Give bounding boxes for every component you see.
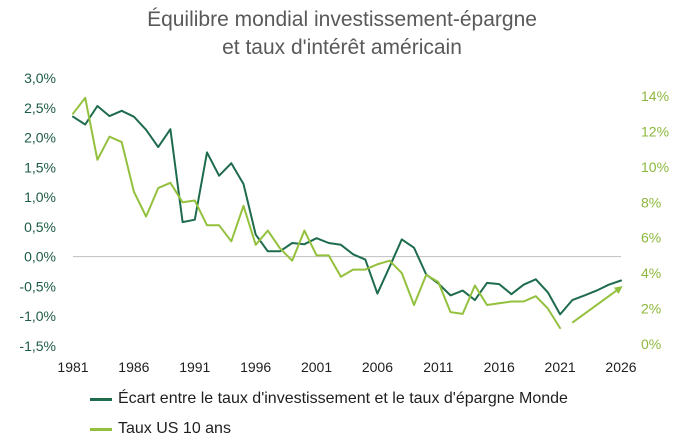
series-layer xyxy=(72,96,623,330)
left-tick-label: 2,0% xyxy=(24,130,56,146)
x-tick-label: 1996 xyxy=(240,359,271,375)
left-tick-label: -1,0% xyxy=(19,308,56,324)
x-tick-label: 2011 xyxy=(423,359,453,375)
left-tick-label: 1,0% xyxy=(24,189,56,205)
x-axis-ticks: 1981 1986 1991 1996 2001 2006 2011 2016 2021 2026 xyxy=(57,359,636,375)
x-tick-label: 2001 xyxy=(301,359,332,375)
x-tick-label: 1991 xyxy=(179,359,210,375)
chart-title: Équilibre mondial investissement-épargne… xyxy=(0,6,684,62)
right-axis-ticks: 14% 12% 10% 8% 6% 4% 2% 0% xyxy=(641,88,669,352)
left-tick-label: 0,0% xyxy=(24,249,56,265)
left-tick-label: 0,5% xyxy=(24,219,56,235)
right-tick-label: 8% xyxy=(641,194,661,210)
x-tick-label: 1981 xyxy=(57,359,88,375)
left-tick-label: 3,0% xyxy=(24,70,56,86)
chart-title-line-2: et taux d'intérêt américain xyxy=(222,36,462,59)
right-tick-label: 2% xyxy=(641,301,661,317)
projection-arrow xyxy=(571,286,623,324)
legend-swatch-gap xyxy=(90,397,112,401)
left-tick-label: -0,5% xyxy=(19,278,56,294)
left-axis-ticks: 3,0% 2,5% 2,0% 1,5% 1,0% 0,5% 0,0% -0,5% -1,0% -1… xyxy=(19,70,56,354)
right-tick-label: 4% xyxy=(641,265,661,281)
right-tick-label: 14% xyxy=(641,88,669,104)
left-tick-label: 2,5% xyxy=(24,100,56,116)
legend-swatch-us10y xyxy=(90,427,112,431)
series-line-gap xyxy=(72,105,622,316)
legend: Écart entre le taux d'investissement et … xyxy=(90,387,568,447)
legend-label-gap: Écart entre le taux d'investissement et … xyxy=(118,390,568,407)
left-tick-label: 1,5% xyxy=(24,159,56,175)
right-tick-label: 6% xyxy=(641,230,661,246)
left-tick-label: -1,5% xyxy=(19,338,56,354)
right-tick-label: 12% xyxy=(641,123,669,139)
x-tick-label: 2016 xyxy=(484,359,515,375)
right-tick-label: 0% xyxy=(641,336,661,352)
chart-title-line-1: Équilibre mondial investissement-épargne xyxy=(147,8,537,31)
x-tick-label: 1986 xyxy=(118,359,149,375)
right-tick-label: 10% xyxy=(641,159,669,175)
series-line-us10y xyxy=(72,96,562,330)
legend-item-gap: Écart entre le taux d'investissement et … xyxy=(90,387,568,411)
legend-item-us10y: Taux US 10 ans xyxy=(90,417,568,441)
x-tick-label: 2026 xyxy=(605,359,636,375)
x-tick-label: 2006 xyxy=(362,359,393,375)
x-tick-label: 2021 xyxy=(545,359,576,375)
legend-label-us10y: Taux US 10 ans xyxy=(118,420,231,437)
